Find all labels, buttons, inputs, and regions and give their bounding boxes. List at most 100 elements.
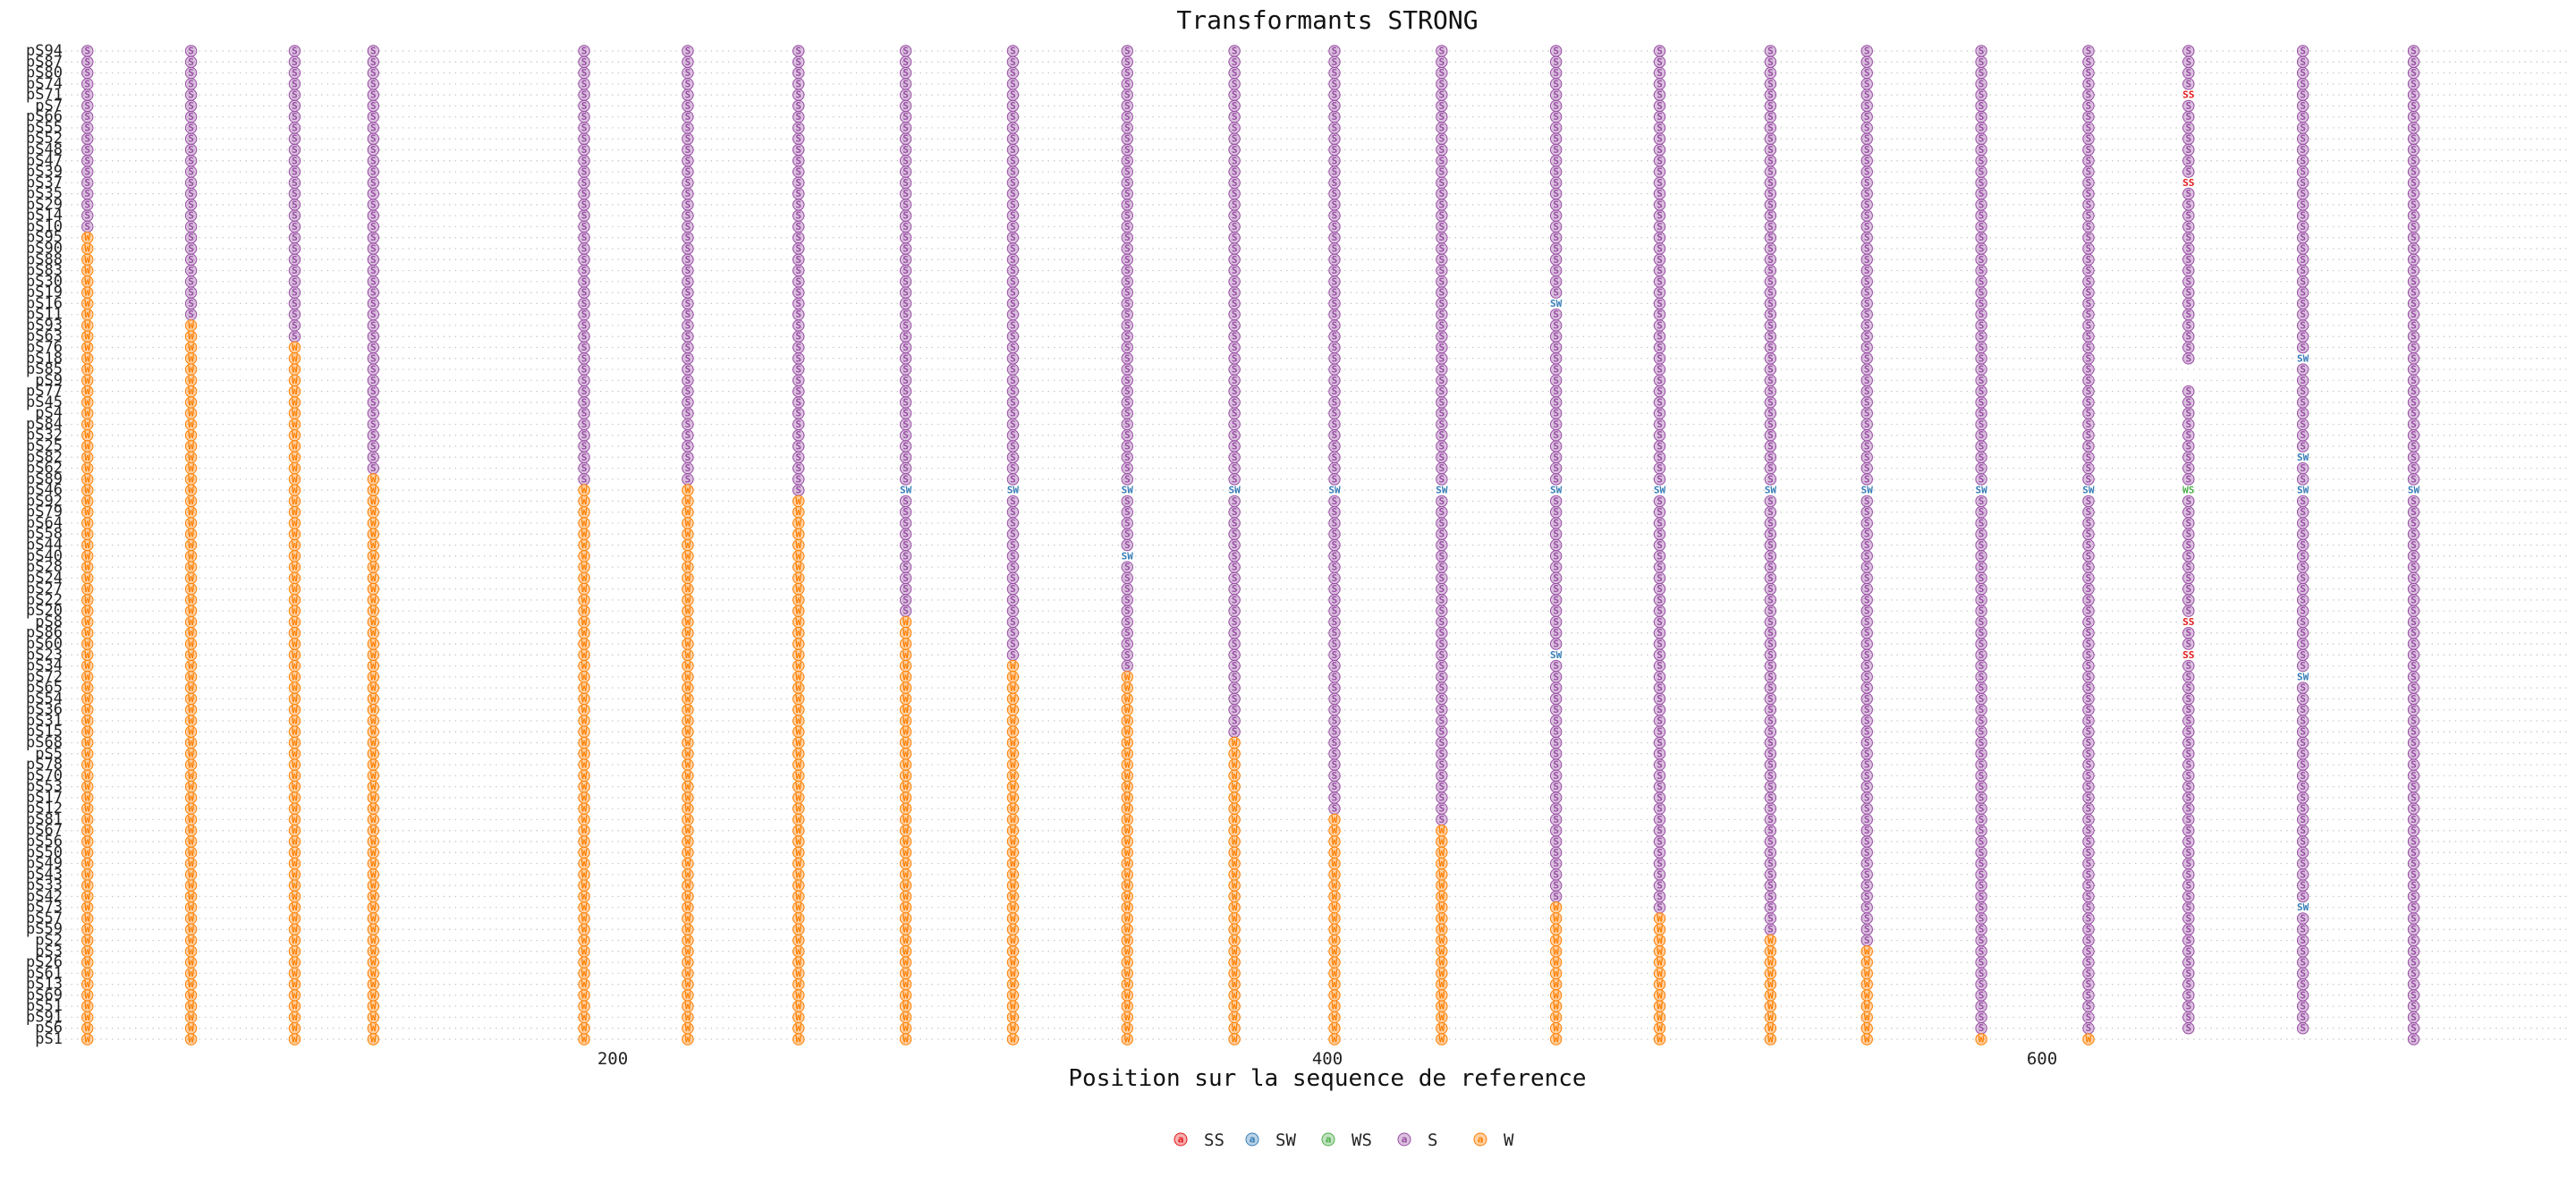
- mark-label-w: W: [1332, 836, 1338, 848]
- mark-label-s: S: [1010, 517, 1016, 529]
- mark-label-w: W: [685, 912, 691, 924]
- mark-label-s: S: [1010, 550, 1016, 562]
- mark-label-s: S: [581, 352, 588, 364]
- mark-label-w: W: [84, 452, 90, 463]
- mark-label-s: S: [1767, 441, 1774, 453]
- mark-label-s: S: [1439, 319, 1445, 331]
- mark-label-w: W: [795, 529, 801, 540]
- mark-label-s: S: [1439, 616, 1445, 628]
- mark-label-s: S: [1232, 550, 1238, 562]
- mark-label-w: W: [292, 880, 298, 892]
- mark-label-s: S: [1332, 419, 1338, 430]
- mark-label-w: W: [795, 814, 801, 825]
- mark-label-s: S: [1979, 144, 1985, 156]
- mark-label-s: S: [2185, 144, 2191, 156]
- mark-label-s: S: [1439, 232, 1445, 243]
- mark-label-s: S: [1657, 122, 1663, 133]
- mark-label-s: S: [1010, 562, 1016, 573]
- mark-label-s: S: [1553, 144, 1559, 156]
- mark-label-w: W: [581, 968, 588, 979]
- mark-label-s: S: [1232, 660, 1238, 672]
- mark-label-w: W: [685, 726, 691, 738]
- mark-label-s: S: [1124, 452, 1131, 463]
- mark-label-s: S: [1439, 770, 1445, 782]
- mark-label-s: S: [292, 232, 298, 243]
- mark-label-s: S: [1124, 429, 1131, 441]
- mark-label-s: S: [1864, 562, 1870, 573]
- mark-label-s: S: [2086, 715, 2092, 726]
- mark-label-s: S: [2086, 210, 2092, 222]
- mark-label-w: W: [1439, 1012, 1445, 1023]
- mark-label-w: W: [902, 781, 909, 792]
- mark-label-s: S: [2300, 781, 2306, 792]
- mark-label-s: S: [1010, 529, 1016, 540]
- mark-label-w: W: [188, 759, 194, 771]
- mark-label-w: W: [84, 957, 90, 969]
- mark-label-s: S: [2411, 319, 2417, 331]
- mark-label-w: W: [1010, 770, 1016, 782]
- mark-label-s: S: [1124, 639, 1131, 650]
- mark-label-s: S: [1979, 232, 1985, 243]
- mark-label-s: S: [188, 232, 194, 243]
- mark-label-s: S: [1439, 803, 1445, 815]
- mark-label-s: S: [1864, 144, 1870, 156]
- mark-label-s: S: [2411, 275, 2417, 287]
- mark-label-s: S: [1124, 649, 1131, 661]
- mark-label-s: S: [1232, 254, 1238, 266]
- mark-label-s: S: [2300, 1022, 2306, 1034]
- mark-label-s: S: [1979, 957, 1985, 969]
- mark-label-w: W: [292, 385, 298, 397]
- mark-label-s: S: [795, 364, 801, 376]
- mark-label-w: W: [1232, 1022, 1238, 1034]
- mark-label-s: S: [1553, 605, 1559, 617]
- mark-label-s: S: [1767, 352, 1774, 364]
- mark-label-s: S: [1124, 275, 1131, 287]
- mark-label-s: S: [2300, 912, 2306, 924]
- y-tick-label: pS91: [26, 1008, 63, 1026]
- mark-label-w: W: [581, 748, 588, 759]
- mark-label-w: W: [902, 858, 909, 869]
- mark-label-s: S: [1124, 144, 1131, 156]
- mark-label-s: S: [188, 144, 194, 156]
- mark-label-w: W: [685, 748, 691, 759]
- mark-label-w: W: [1232, 968, 1238, 979]
- mark-label-w: W: [902, 847, 909, 859]
- mark-label-s: S: [1124, 243, 1131, 255]
- mark-label-s: S: [2086, 814, 2092, 825]
- mark-label-s: S: [1232, 529, 1238, 540]
- mark-label-s: S: [1010, 78, 1016, 89]
- mark-label-s: S: [685, 419, 691, 430]
- mark-label-s: S: [2185, 385, 2191, 397]
- mark-label-s: S: [1232, 364, 1238, 376]
- mark-label-w: W: [581, 627, 588, 639]
- mark-label-s: S: [581, 452, 588, 463]
- mark-label-s: S: [2411, 748, 2417, 759]
- mark-label-w: W: [1332, 1034, 1338, 1045]
- mark-label-s: S: [1979, 89, 1985, 101]
- mark-label-w: W: [188, 836, 194, 848]
- mark-label-s: S: [1657, 880, 1663, 892]
- mark-label-s: S: [1767, 122, 1774, 133]
- mark-label-s: S: [2086, 627, 2092, 639]
- mark-label-w: W: [84, 791, 90, 803]
- mark-label-w: W: [581, 847, 588, 859]
- mark-label-s: S: [1979, 639, 1985, 650]
- mark-label-s: S: [1979, 495, 1985, 507]
- mark-label-s: S: [1553, 639, 1559, 650]
- mark-label-w: W: [188, 957, 194, 969]
- mark-label-s: S: [1767, 265, 1774, 276]
- mark-label-s: S: [1232, 89, 1238, 101]
- mark-label-s: S: [1553, 243, 1559, 255]
- mark-label-s: S: [1864, 935, 1870, 946]
- mark-label-s: S: [1332, 177, 1338, 189]
- mark-label-s: S: [1332, 726, 1338, 738]
- mark-label-w: W: [685, 868, 691, 880]
- mark-label-w: W: [1232, 1001, 1238, 1012]
- mark-label-s: S: [2300, 968, 2306, 979]
- mark-label-s: S: [1553, 562, 1559, 573]
- mark-label-s: S: [1864, 199, 1870, 210]
- mark-label-s: S: [1864, 210, 1870, 222]
- mark-label-s: S: [370, 199, 377, 210]
- mark-label-s: S: [2185, 133, 2191, 145]
- mark-label-s: S: [2185, 945, 2191, 957]
